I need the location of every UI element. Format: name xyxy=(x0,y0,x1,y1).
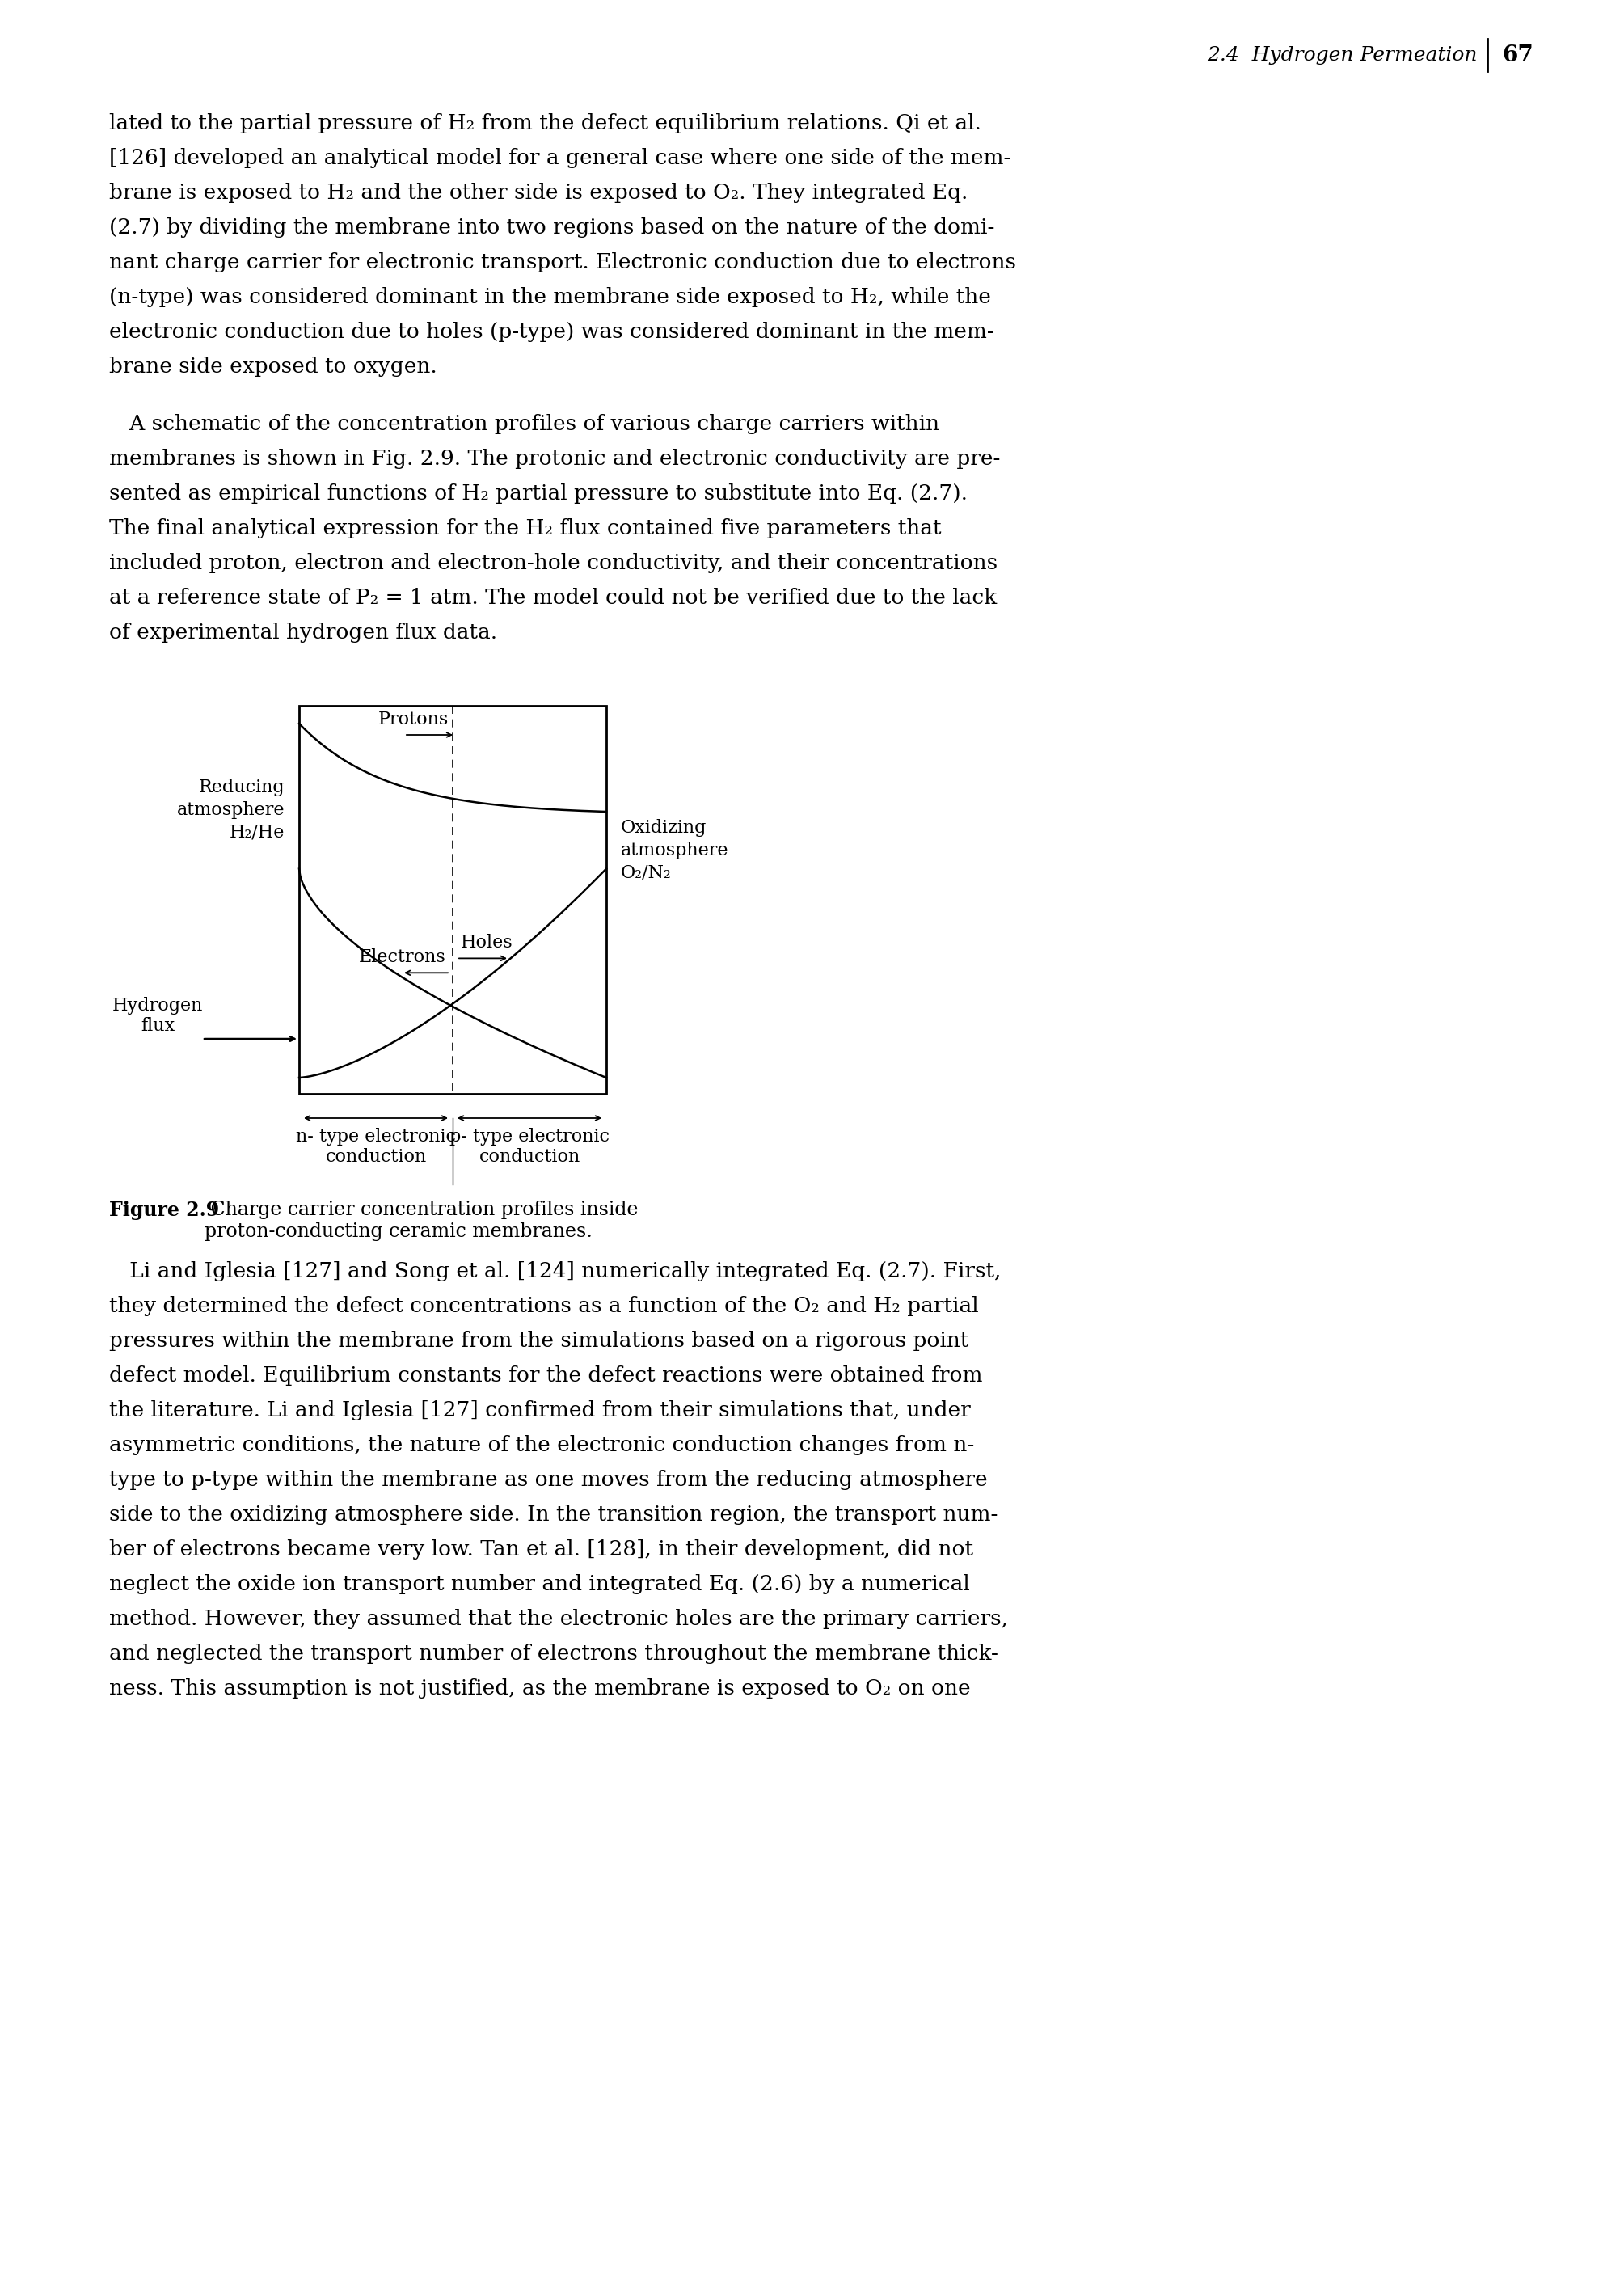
Text: nant charge carrier for electronic transport. Electronic conduction due to elect: nant charge carrier for electronic trans… xyxy=(109,252,1017,273)
Text: Oxidizing: Oxidizing xyxy=(620,818,706,837)
Text: atmosphere: atmosphere xyxy=(620,841,729,860)
Text: at a reference state of P₂ = 1 atm. The model could not be verified due to the l: at a reference state of P₂ = 1 atm. The … xyxy=(109,587,997,607)
Text: O₂/N₂: O₂/N₂ xyxy=(620,864,672,882)
Text: Li and Iglesia [127] and Song et al. [124] numerically integrated Eq. (2.7). Fir: Li and Iglesia [127] and Song et al. [12… xyxy=(109,1261,1000,1281)
Text: lated to the partial pressure of H₂ from the defect equilibrium relations. Qi et: lated to the partial pressure of H₂ from… xyxy=(109,112,981,133)
Text: A schematic of the concentration profiles of various charge carriers within: A schematic of the concentration profile… xyxy=(109,415,939,433)
Text: 2.4  Hydrogen Permeation: 2.4 Hydrogen Permeation xyxy=(1207,46,1478,64)
Text: Holes: Holes xyxy=(461,935,513,951)
Text: electronic conduction due to holes (p-type) was considered dominant in the mem-: electronic conduction due to holes (p-ty… xyxy=(109,321,994,342)
Text: Charge carrier concentration profiles inside
proton-conducting ceramic membranes: Charge carrier concentration profiles in… xyxy=(205,1201,638,1240)
Text: method. However, they assumed that the electronic holes are the primary carriers: method. However, they assumed that the e… xyxy=(109,1609,1009,1630)
Text: ness. This assumption is not justified, as the membrane is exposed to O₂ on one: ness. This assumption is not justified, … xyxy=(109,1678,971,1698)
Text: included proton, electron and electron-hole conductivity, and their concentratio: included proton, electron and electron-h… xyxy=(109,552,997,573)
Text: Figure 2.9: Figure 2.9 xyxy=(109,1201,219,1219)
Text: [126] developed an analytical model for a general case where one side of the mem: [126] developed an analytical model for … xyxy=(109,149,1010,167)
Text: 67: 67 xyxy=(1502,44,1533,66)
Text: Protons: Protons xyxy=(378,711,448,729)
Text: brane side exposed to oxygen.: brane side exposed to oxygen. xyxy=(109,358,437,376)
Bar xyxy=(299,706,606,1093)
Text: n- type electronic
conduction: n- type electronic conduction xyxy=(296,1128,456,1167)
Text: defect model. Equilibrium constants for the defect reactions were obtained from: defect model. Equilibrium constants for … xyxy=(109,1366,983,1387)
Text: the literature. Li and Iglesia [127] confirmed from their simulations that, unde: the literature. Li and Iglesia [127] con… xyxy=(109,1400,971,1421)
Text: Electrons: Electrons xyxy=(359,949,447,967)
Text: neglect the oxide ion transport number and integrated Eq. (2.6) by a numerical: neglect the oxide ion transport number a… xyxy=(109,1575,970,1595)
Text: sented as empirical functions of H₂ partial pressure to substitute into Eq. (2.7: sented as empirical functions of H₂ part… xyxy=(109,484,968,504)
Text: Reducing: Reducing xyxy=(198,779,284,795)
Text: and neglected the transport number of electrons throughout the membrane thick-: and neglected the transport number of el… xyxy=(109,1643,999,1664)
Text: of experimental hydrogen flux data.: of experimental hydrogen flux data. xyxy=(109,623,497,642)
Text: Hydrogen
flux: Hydrogen flux xyxy=(112,997,203,1036)
Text: asymmetric conditions, the nature of the electronic conduction changes from n-: asymmetric conditions, the nature of the… xyxy=(109,1435,974,1455)
Text: p- type electronic
conduction: p- type electronic conduction xyxy=(450,1128,609,1167)
Text: (2.7) by dividing the membrane into two regions based on the nature of the domi-: (2.7) by dividing the membrane into two … xyxy=(109,218,994,238)
Text: membranes is shown in Fig. 2.9. The protonic and electronic conductivity are pre: membranes is shown in Fig. 2.9. The prot… xyxy=(109,449,1000,470)
Text: atmosphere: atmosphere xyxy=(177,802,284,818)
Text: ber of electrons became very low. Tan et al. [128], in their development, did no: ber of electrons became very low. Tan et… xyxy=(109,1540,973,1559)
Text: The final analytical expression for the H₂ flux contained five parameters that: The final analytical expression for the … xyxy=(109,518,942,539)
Text: they determined the defect concentrations as a function of the O₂ and H₂ partial: they determined the defect concentration… xyxy=(109,1295,979,1316)
Text: type to p-type within the membrane as one moves from the reducing atmosphere: type to p-type within the membrane as on… xyxy=(109,1469,987,1490)
Text: side to the oxidizing atmosphere side. In the transition region, the transport n: side to the oxidizing atmosphere side. I… xyxy=(109,1504,997,1524)
Text: H₂/He: H₂/He xyxy=(229,823,284,841)
Text: (n-type) was considered dominant in the membrane side exposed to H₂, while the: (n-type) was considered dominant in the … xyxy=(109,286,991,307)
Text: brane is exposed to H₂ and the other side is exposed to O₂. They integrated Eq.: brane is exposed to H₂ and the other sid… xyxy=(109,183,968,204)
Text: pressures within the membrane from the simulations based on a rigorous point: pressures within the membrane from the s… xyxy=(109,1332,970,1350)
